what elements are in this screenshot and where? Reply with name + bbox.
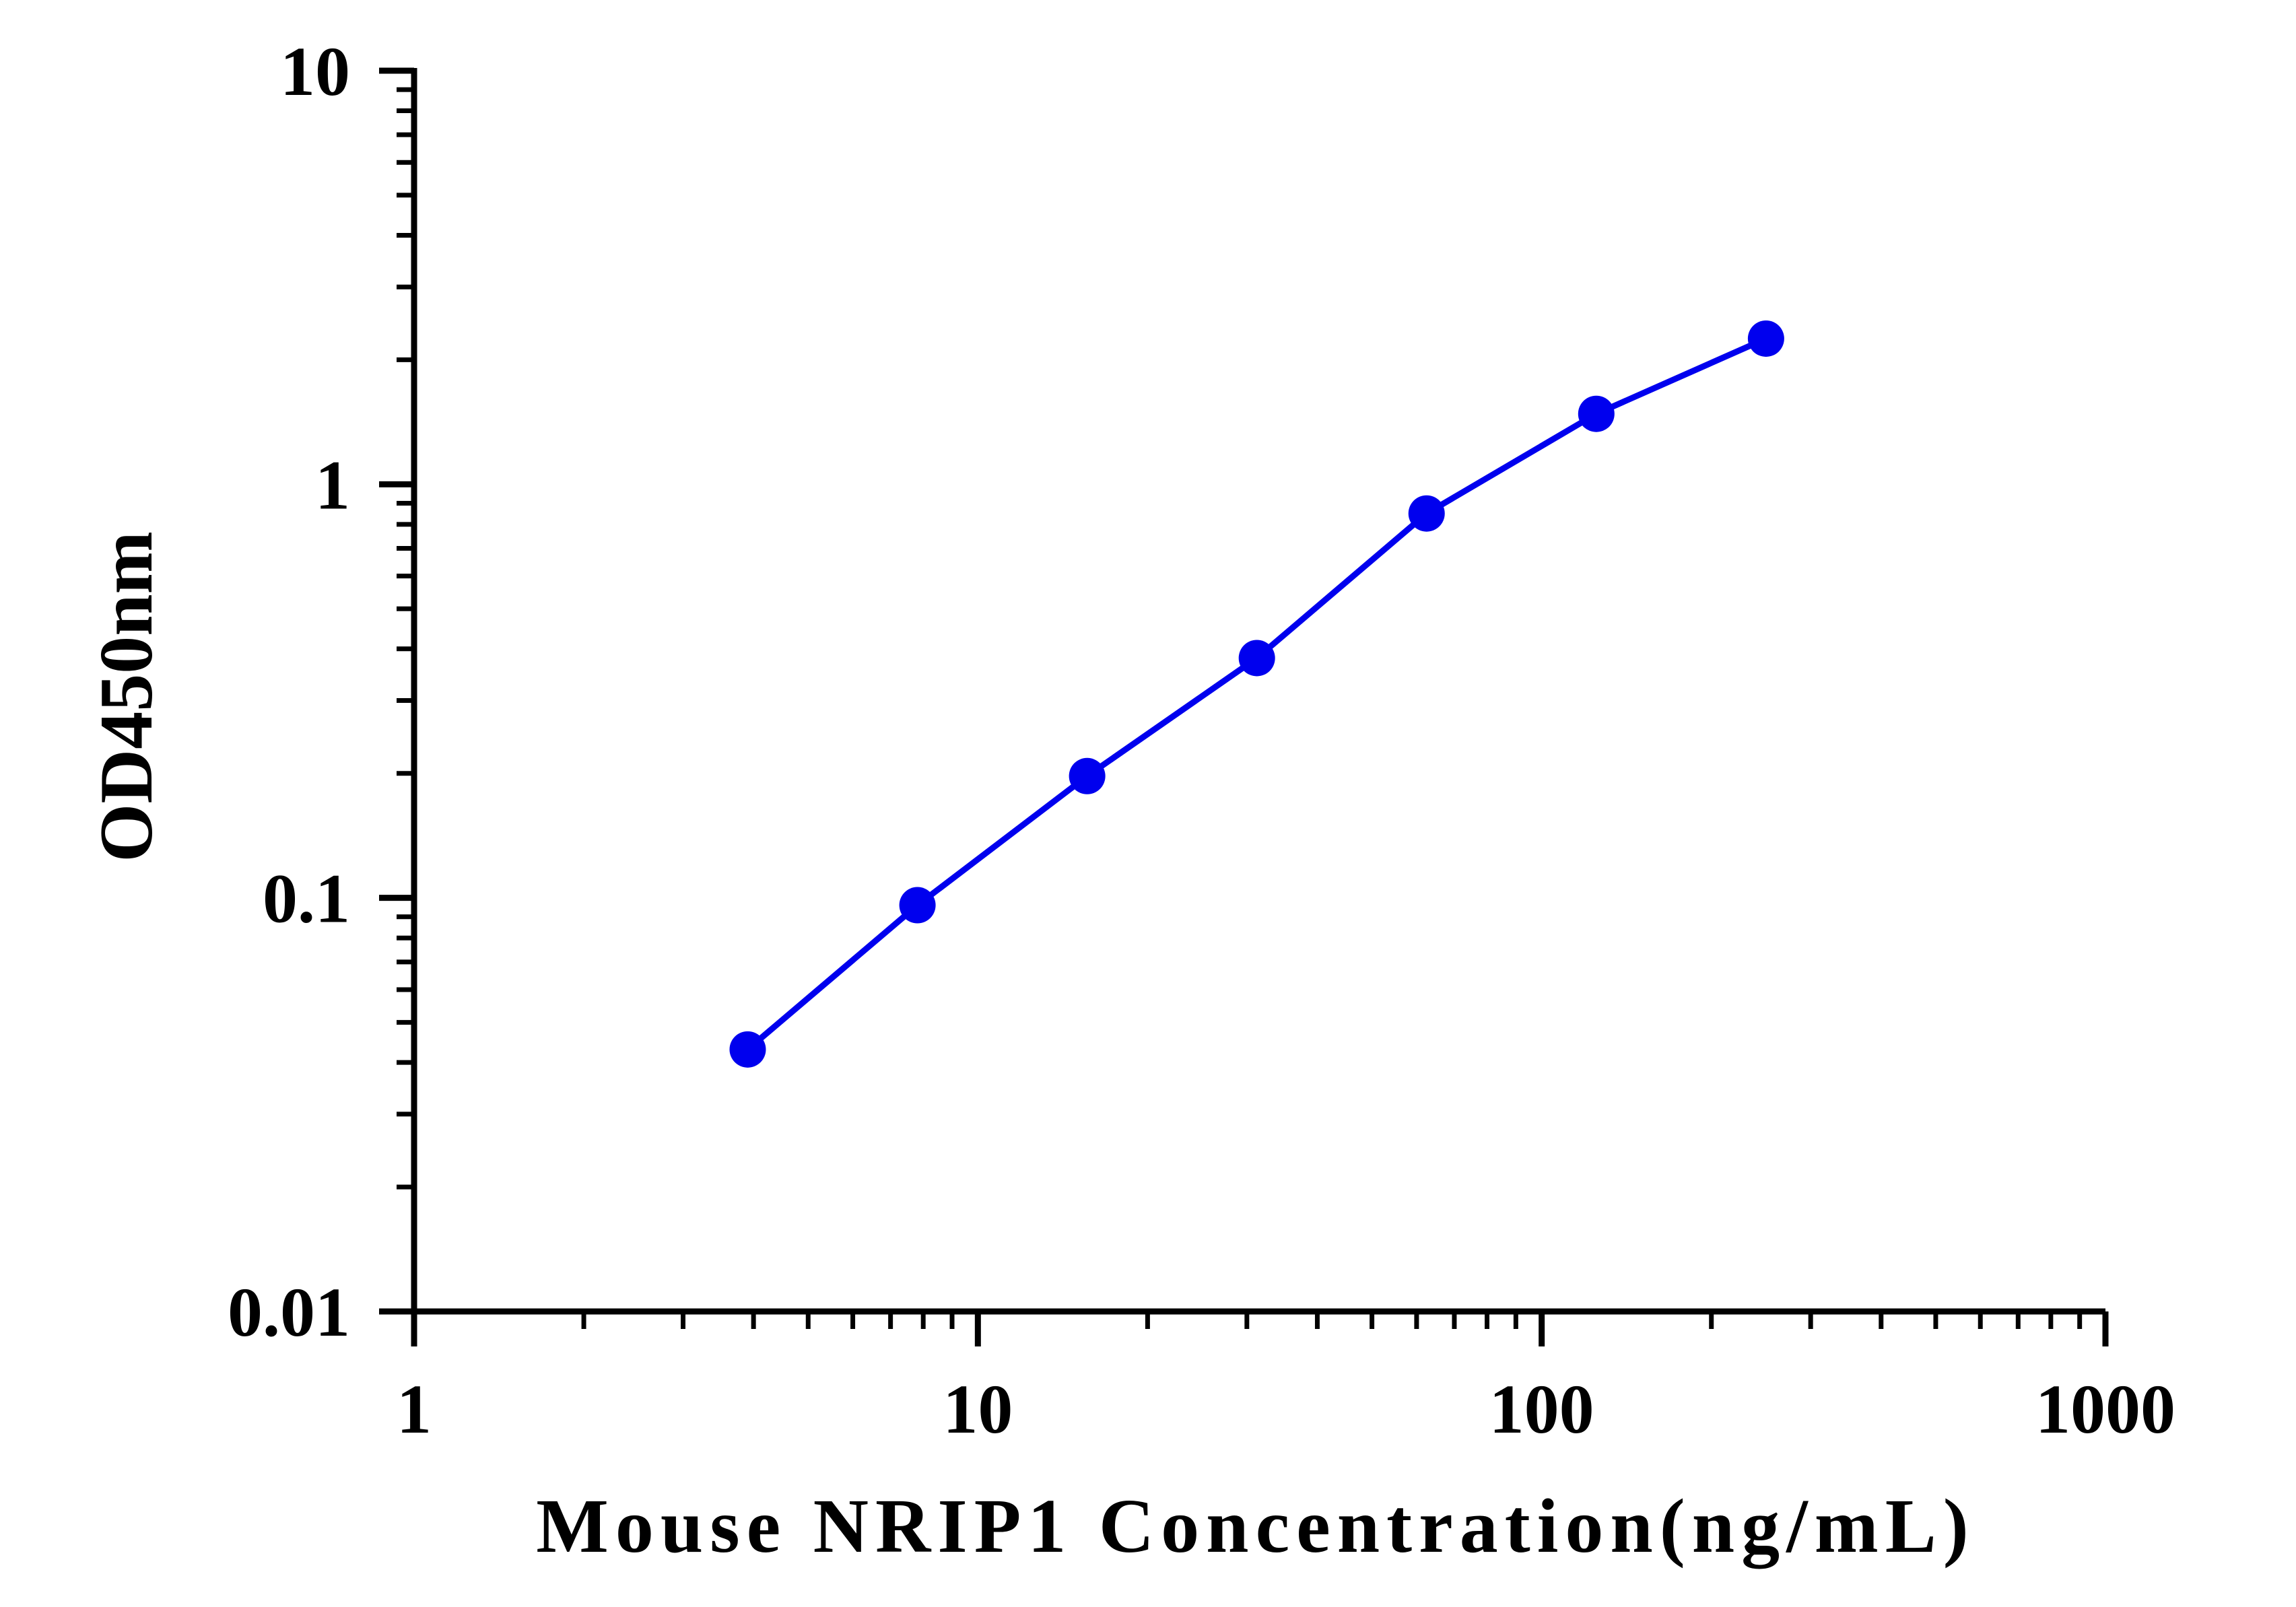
data-point — [1578, 395, 1615, 432]
tick-labels: 1 10 100 1000 0.01 0.1 1 10 — [228, 33, 2175, 1448]
axis-ticks — [379, 67, 2109, 1346]
y-tick-label: 0.1 — [263, 860, 350, 938]
x-tick-label: 1000 — [2035, 1371, 2175, 1448]
data-point — [1069, 757, 1106, 794]
data-point — [1238, 640, 1275, 677]
x-tick-label: 10 — [943, 1371, 1013, 1448]
x-axis-title: Mouse NRIP1 Concentration(ng/mL) — [536, 1483, 1976, 1569]
data-point — [1747, 320, 1784, 357]
series-line — [745, 335, 1767, 1052]
data-point — [1408, 495, 1445, 532]
data-point — [899, 887, 936, 924]
data-point — [729, 1031, 766, 1068]
y-tick-label: 1 — [315, 446, 350, 524]
y-axis-title: OD450nm — [85, 531, 168, 862]
y-tick-label: 10 — [280, 33, 350, 110]
x-tick-label: 1 — [397, 1371, 432, 1448]
x-tick-label: 100 — [1489, 1371, 1594, 1448]
y-tick-label: 0.01 — [228, 1274, 350, 1351]
data-series — [729, 320, 1784, 1068]
